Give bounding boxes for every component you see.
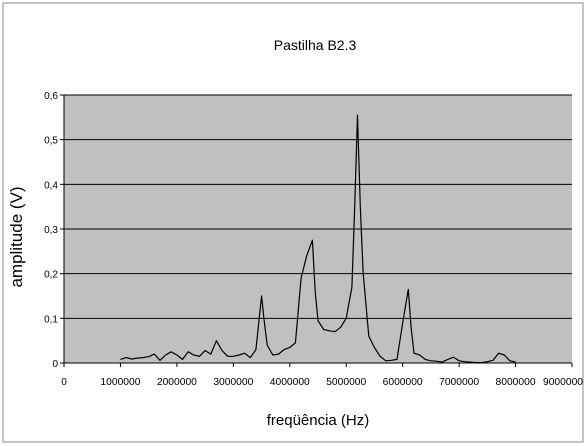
x-tick-label: 5000000 xyxy=(326,377,366,388)
axes xyxy=(60,94,573,367)
y-axis-label: amplitude (V) xyxy=(7,186,26,287)
x-tick-label: 7000000 xyxy=(439,377,479,388)
y-tick-label: 0,5 xyxy=(44,136,58,147)
x-tick-label: 0 xyxy=(61,377,67,388)
x-tick-label: 6000000 xyxy=(383,377,423,388)
y-tick-label: 0 xyxy=(52,359,58,370)
y-tick-label: 0,2 xyxy=(44,270,58,281)
x-tick-label: 2000000 xyxy=(157,377,197,388)
y-tick-label: 0,3 xyxy=(44,225,58,236)
x-tick-label: 3000000 xyxy=(213,377,253,388)
x-tick-label: 4000000 xyxy=(270,377,310,388)
y-tick-labels: 0 0,1 0,2 0,3 0,4 0,5 0,6 xyxy=(44,91,58,370)
x-tick-label: 9000000 xyxy=(543,377,583,388)
series-layer xyxy=(120,114,516,364)
y-tick-label: 0,6 xyxy=(44,91,58,102)
x-axis-label: freqüência (Hz) xyxy=(267,412,370,429)
x-tick-label: 1000000 xyxy=(100,377,140,388)
y-tick-label: 0,1 xyxy=(44,314,58,325)
x-tick-label: 8000000 xyxy=(496,377,536,388)
y-tick-label: 0,4 xyxy=(44,180,58,191)
chart-title: Pastilha B2.3 xyxy=(274,37,357,53)
series-line-0 xyxy=(120,114,516,364)
x-tick-labels: 0 1000000 2000000 3000000 4000000 5000000 6000… xyxy=(61,377,583,388)
gridlines xyxy=(64,94,572,319)
